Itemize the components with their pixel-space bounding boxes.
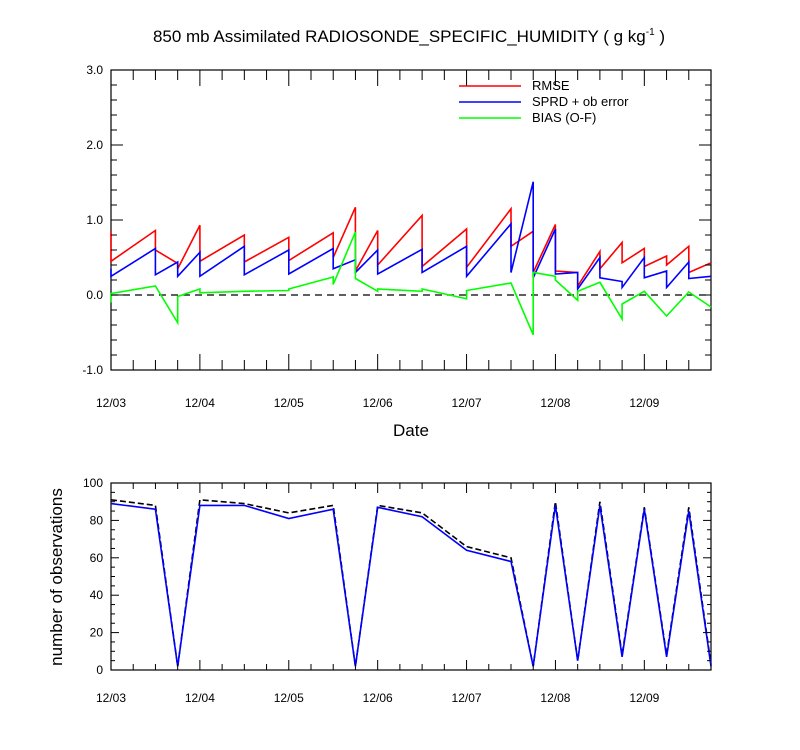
top-plot-area: -1.0 0.0 1.0 2.0 3.0 12/03 12/04 12/05 12/06 12/0… bbox=[82, 63, 712, 410]
x-tick-label: 12/05 bbox=[274, 691, 304, 705]
x-tick-label: 12/09 bbox=[629, 691, 659, 705]
chart-title: 850 mb Assimilated RADIOSONDE_SPECIFIC_H… bbox=[153, 27, 665, 46]
y-tick-label: 3.0 bbox=[86, 63, 103, 77]
y-tick-label: -1.0 bbox=[82, 363, 103, 377]
y-tick-label: 40 bbox=[90, 588, 104, 602]
x-tick-label: 12/07 bbox=[452, 396, 482, 410]
x-tick-label: 12/09 bbox=[629, 396, 659, 410]
series-line-total bbox=[110, 498, 712, 667]
y-axis-label-observations: number of observations bbox=[47, 488, 66, 666]
bottom-plot-area: 0 20 40 60 80 100 12/03 12/04 12/05 12/06 12/07 12/… bbox=[83, 476, 712, 705]
x-tick-label: 12/03 bbox=[96, 691, 126, 705]
y-tick-label: 1.0 bbox=[86, 213, 103, 227]
x-tick-label: 12/04 bbox=[185, 691, 215, 705]
chart-title-superscript: -1 bbox=[646, 27, 655, 38]
x-tick-label: 12/03 bbox=[96, 396, 126, 410]
y-tick-label: 20 bbox=[90, 626, 104, 640]
legend-label-rmse: RMSE bbox=[532, 78, 570, 93]
series-line-sprd bbox=[110, 181, 712, 292]
y-tick-label: 60 bbox=[90, 551, 104, 565]
x-tick-label: 12/08 bbox=[540, 396, 570, 410]
series-line-rmse bbox=[110, 206, 712, 289]
x-tick-label: 12/08 bbox=[540, 691, 570, 705]
top-plot-frame bbox=[110, 69, 712, 371]
y-tick-label: 100 bbox=[83, 476, 103, 490]
y-tick-label: 0 bbox=[96, 663, 103, 677]
legend-label-sprd: SPRD + ob error bbox=[532, 94, 629, 109]
series-line-bias bbox=[110, 231, 712, 336]
x-tick-label: 12/07 bbox=[452, 691, 482, 705]
x-tick-label: 12/05 bbox=[274, 396, 304, 410]
legend-label-bias: BIAS (O-F) bbox=[532, 110, 596, 125]
x-tick-label: 12/06 bbox=[363, 691, 393, 705]
y-tick-label: 2.0 bbox=[86, 138, 103, 152]
x-tick-label: 12/04 bbox=[185, 396, 215, 410]
series-line-used bbox=[110, 502, 712, 667]
y-tick-label: 0.0 bbox=[86, 288, 103, 302]
legend: RMSE SPRD + ob error BIAS (O-F) bbox=[459, 78, 629, 125]
y-tick-label: 80 bbox=[90, 513, 104, 527]
x-tick-label: 12/06 bbox=[363, 396, 393, 410]
x-axis-label: Date bbox=[393, 421, 429, 440]
